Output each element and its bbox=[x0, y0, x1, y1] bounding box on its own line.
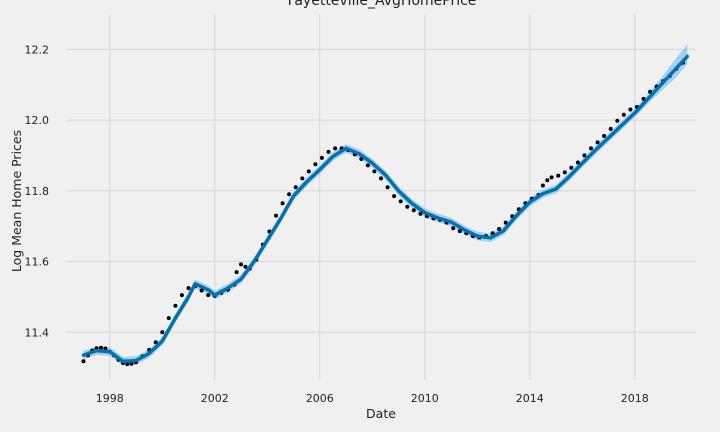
observed-point bbox=[81, 359, 86, 364]
observed-point bbox=[293, 185, 298, 190]
observed-point bbox=[575, 160, 580, 165]
x-tick-label: 2006 bbox=[306, 392, 334, 405]
observed-point bbox=[234, 270, 239, 275]
forecast-line bbox=[81, 54, 690, 364]
x-tick-label: 2010 bbox=[411, 392, 439, 405]
observed-point bbox=[326, 149, 331, 154]
y-tick-label: 12.0 bbox=[25, 114, 50, 127]
observed-point bbox=[418, 211, 423, 216]
observed-point bbox=[582, 153, 587, 158]
observed-point bbox=[99, 345, 103, 350]
observed-point bbox=[398, 199, 403, 204]
observed-point bbox=[595, 140, 600, 145]
observed-point bbox=[274, 213, 278, 218]
observed-point bbox=[608, 126, 613, 131]
observed-point bbox=[129, 361, 134, 366]
observed-point bbox=[166, 316, 171, 321]
observed-point bbox=[186, 286, 191, 291]
observed-point bbox=[589, 146, 593, 151]
grid-lines bbox=[66, 14, 696, 380]
observed-point bbox=[569, 165, 574, 170]
observed-point bbox=[153, 340, 158, 345]
observed-point bbox=[641, 96, 646, 101]
observed-point bbox=[333, 146, 338, 151]
observed-point bbox=[392, 194, 397, 199]
observed-point bbox=[372, 169, 377, 174]
observed-point bbox=[365, 163, 370, 168]
observed-point bbox=[628, 107, 633, 112]
observed-point bbox=[313, 162, 318, 167]
observed-point bbox=[173, 303, 178, 308]
observed-point bbox=[405, 204, 410, 209]
observed-point bbox=[280, 201, 285, 206]
observed-point bbox=[306, 169, 311, 174]
observed-point bbox=[615, 118, 620, 123]
observed-point bbox=[503, 220, 508, 225]
chart-title: Fayetteville_AvgHomePrice bbox=[288, 0, 477, 9]
observed-point bbox=[125, 362, 130, 367]
observed-point bbox=[562, 170, 567, 175]
y-tick-label: 11.4 bbox=[25, 326, 50, 339]
observed-point bbox=[602, 134, 607, 138]
observed-point bbox=[319, 155, 324, 160]
tick-labels: 1998 2002 2006 2010 2014 2018 11.4 11.6 11.8 12.0… bbox=[25, 43, 649, 405]
observed-point bbox=[179, 293, 184, 298]
observed-point bbox=[239, 262, 243, 267]
observed-point bbox=[457, 229, 462, 234]
x-tick-label: 2002 bbox=[201, 392, 229, 405]
y-axis-label: Log Mean Home Prices bbox=[9, 130, 24, 272]
observed-point bbox=[621, 112, 626, 117]
x-tick-label: 1998 bbox=[96, 392, 124, 405]
y-tick-label: 11.6 bbox=[25, 256, 50, 269]
observed-point bbox=[160, 330, 165, 335]
x-tick-label: 2018 bbox=[621, 392, 649, 405]
observed-point bbox=[545, 178, 550, 183]
y-tick-label: 12.2 bbox=[25, 43, 50, 56]
y-tick-label: 11.8 bbox=[25, 185, 50, 198]
x-tick-label: 2014 bbox=[516, 392, 544, 405]
observed-point bbox=[411, 208, 416, 213]
observed-point bbox=[300, 176, 305, 181]
observed-point bbox=[243, 264, 248, 269]
observed-point bbox=[556, 173, 561, 178]
observed-point bbox=[540, 183, 545, 188]
observed-point bbox=[648, 89, 653, 94]
observed-point bbox=[199, 288, 204, 293]
observed-point bbox=[497, 227, 502, 231]
observed-point bbox=[385, 185, 390, 190]
observed-point bbox=[206, 293, 211, 298]
observed-point bbox=[549, 175, 554, 180]
forecast-line-layer bbox=[81, 54, 690, 364]
observed-point bbox=[451, 226, 456, 231]
x-axis-label: Date bbox=[366, 406, 396, 421]
observed-point bbox=[379, 176, 383, 181]
observed-point bbox=[287, 192, 292, 197]
